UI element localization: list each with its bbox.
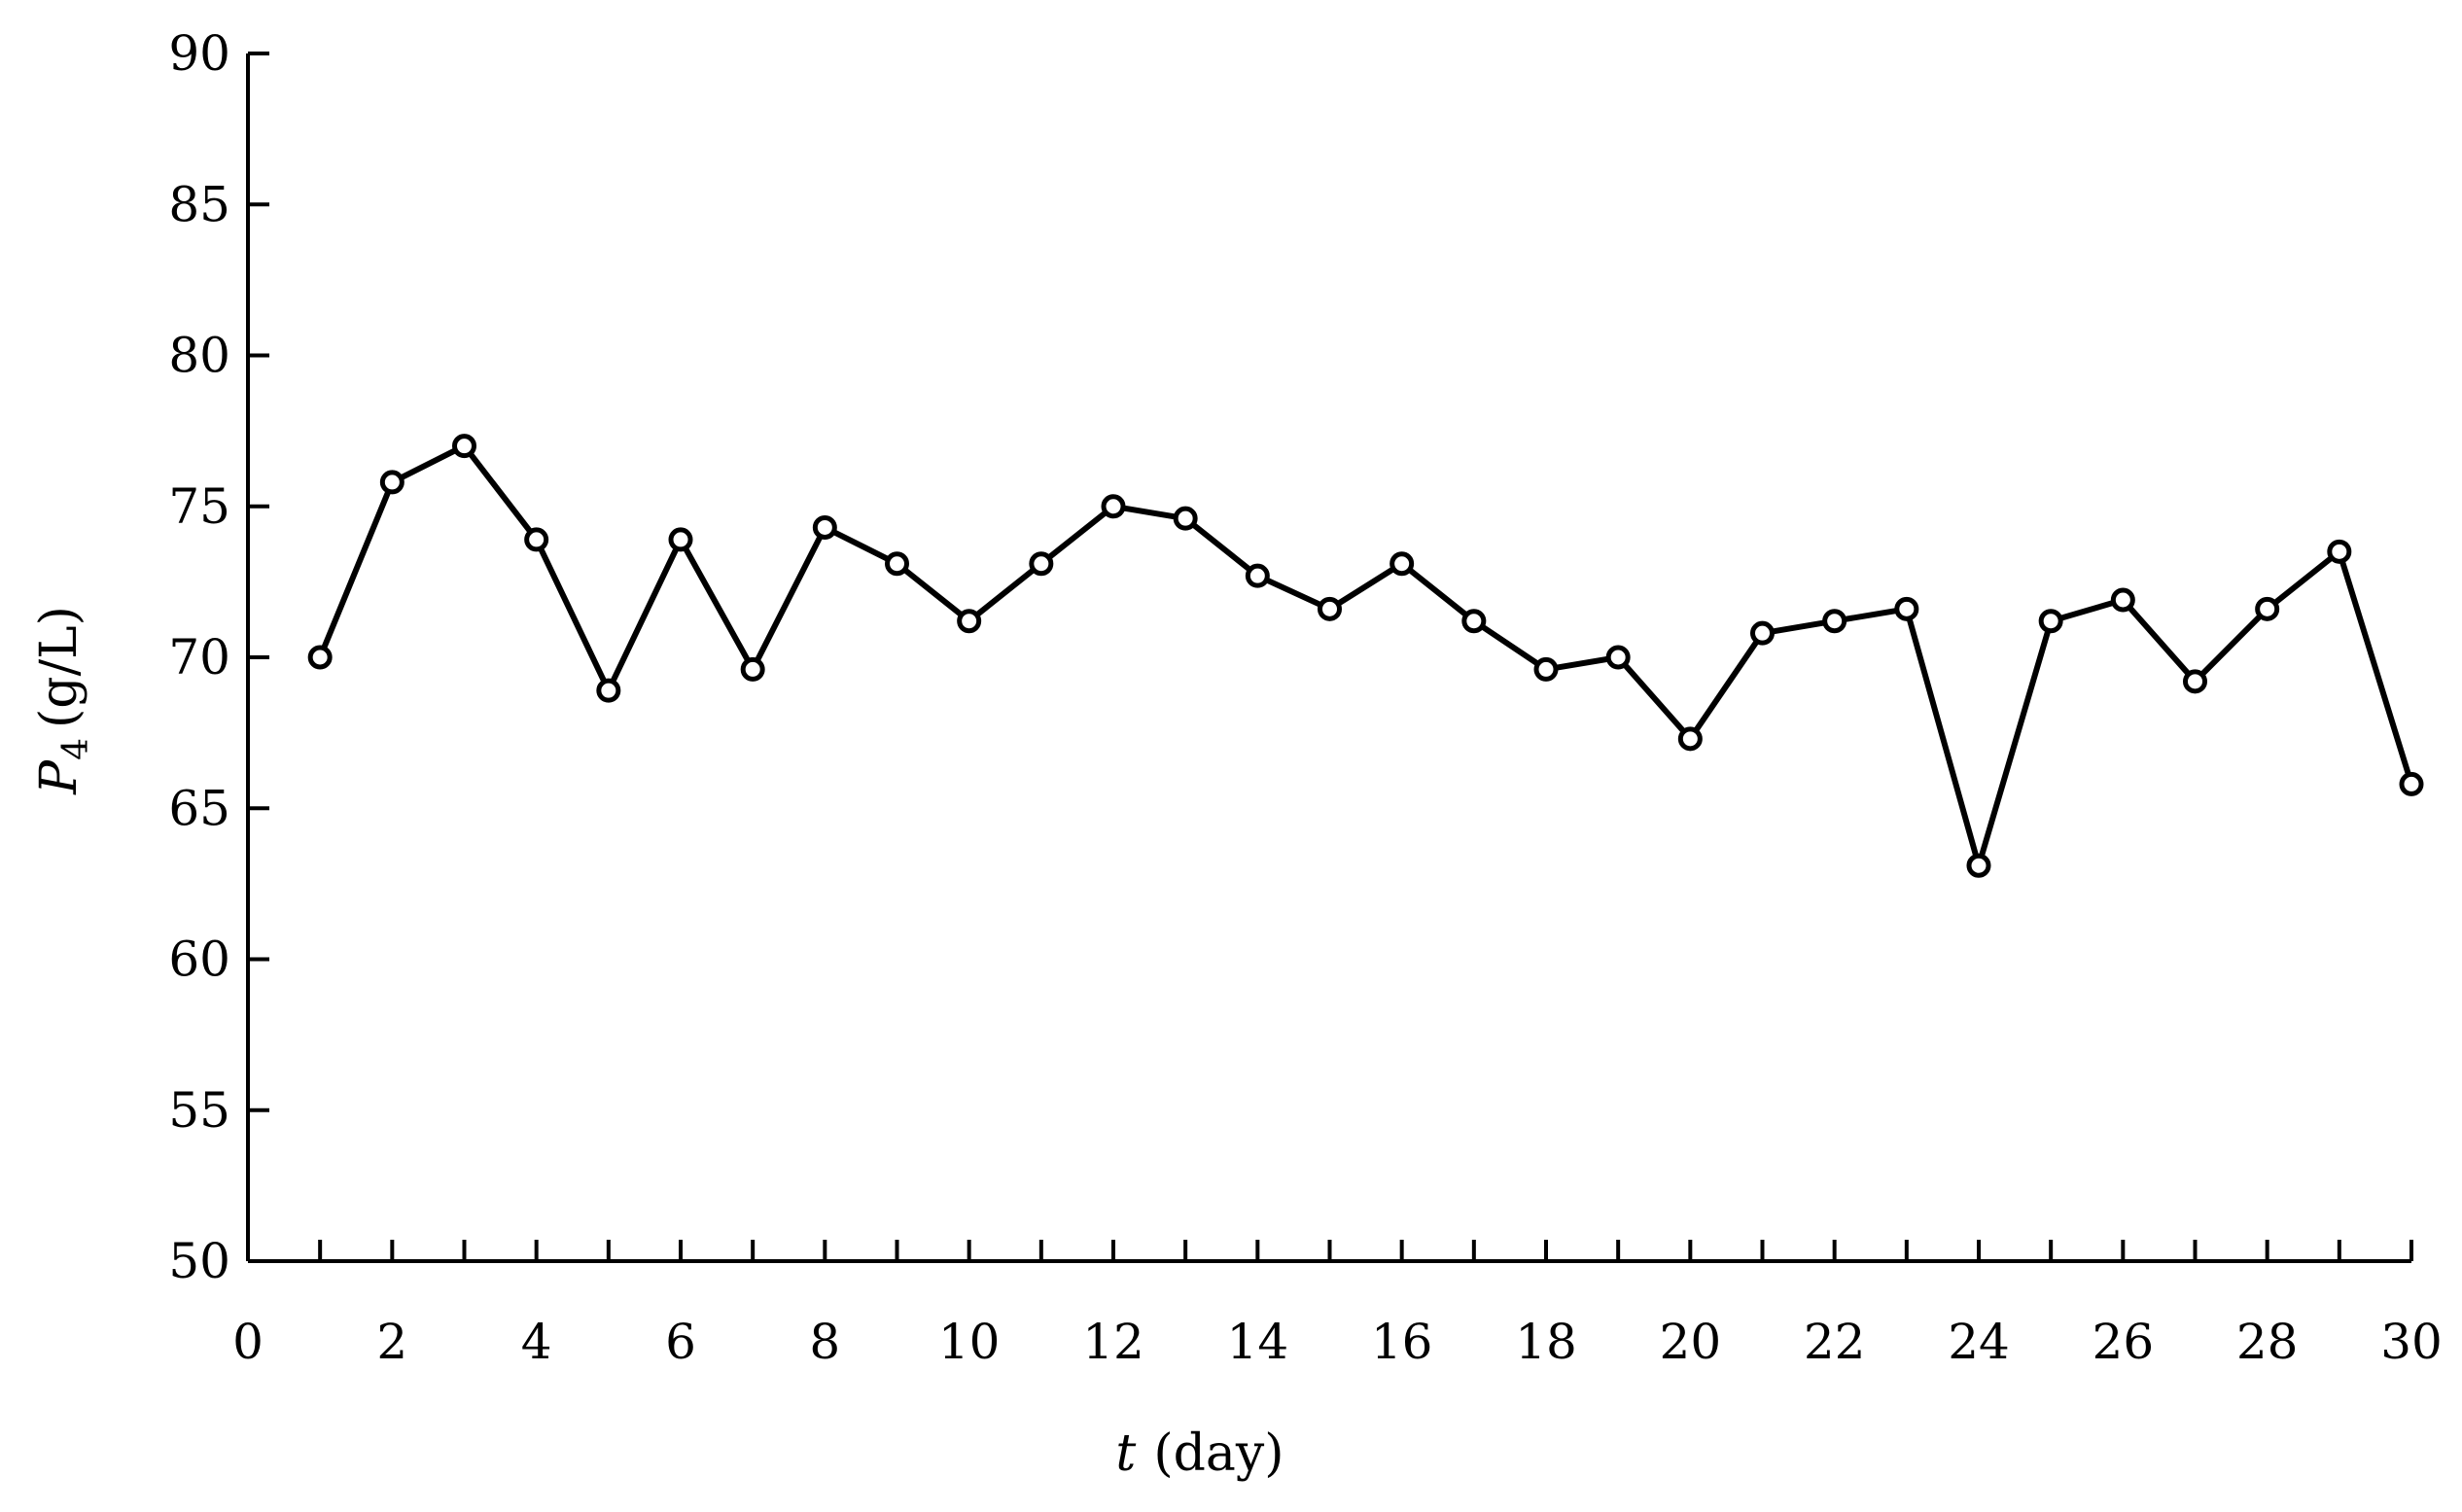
data-point xyxy=(1894,596,1919,621)
x-tick-label: 14 xyxy=(1227,1314,1289,1370)
x-axis-title: t (day) xyxy=(1115,1424,1284,1483)
y-tick-label: 60 xyxy=(168,932,230,988)
data-point xyxy=(1750,620,1775,646)
y-tick-label: 55 xyxy=(168,1082,230,1139)
data-point xyxy=(1029,551,1054,577)
y-tick-label: 85 xyxy=(168,176,230,232)
data-point xyxy=(524,527,549,552)
data-point xyxy=(740,656,765,682)
data-point xyxy=(379,470,404,495)
y-tick-label: 70 xyxy=(168,629,230,686)
series-layer xyxy=(317,442,2414,869)
x-tick-label: 4 xyxy=(521,1314,552,1370)
data-point xyxy=(1605,645,1631,670)
y-axis-title: P4 (g/L) xyxy=(30,606,96,795)
y-tick-label: 90 xyxy=(168,25,230,82)
data-point xyxy=(885,551,909,577)
data-point xyxy=(668,527,693,552)
data-point xyxy=(2255,596,2280,621)
x-tick-label: 20 xyxy=(1660,1314,1722,1370)
series-line xyxy=(317,442,2414,869)
x-tick-label: 8 xyxy=(809,1314,840,1370)
y-tick-label: 50 xyxy=(168,1233,230,1289)
data-point xyxy=(1245,563,1270,588)
data-point xyxy=(1461,609,1487,634)
data-point xyxy=(1677,726,1703,752)
y-tick-label: 65 xyxy=(168,780,230,836)
x-tick-label: 18 xyxy=(1515,1314,1577,1370)
y-tick-label: 80 xyxy=(168,328,230,384)
y-tick-label: 75 xyxy=(168,478,230,535)
data-point xyxy=(2327,539,2352,564)
data-point xyxy=(1318,596,1342,621)
data-point xyxy=(1533,656,1559,682)
data-point xyxy=(2038,609,2063,634)
data-point xyxy=(1389,551,1415,577)
y-axis-unit: (g/L) xyxy=(30,606,88,728)
x-tick-label: 2 xyxy=(376,1314,407,1370)
data-point xyxy=(307,645,333,670)
x-tick-label: 30 xyxy=(2380,1314,2443,1370)
x-axis-unit: (day) xyxy=(1153,1424,1284,1483)
data-point xyxy=(1173,506,1198,531)
data-point xyxy=(2183,669,2207,694)
data-point xyxy=(2110,587,2135,613)
data-point xyxy=(596,678,621,703)
x-tick-label: 26 xyxy=(2093,1314,2155,1370)
x-tick-label: 6 xyxy=(665,1314,696,1370)
y-axis-subscript: 4 xyxy=(56,738,96,760)
x-tick-label: 22 xyxy=(1804,1314,1866,1370)
x-tick-label: 16 xyxy=(1371,1314,1433,1370)
x-tick-label: 0 xyxy=(232,1314,264,1370)
points-layer xyxy=(307,434,2424,878)
data-point xyxy=(1101,494,1126,519)
x-tick-label: 28 xyxy=(2236,1314,2299,1370)
data-point xyxy=(812,514,837,540)
data-point xyxy=(1966,853,1991,878)
data-point xyxy=(1822,609,1847,634)
data-point xyxy=(452,434,476,459)
data-point xyxy=(957,609,982,634)
y-axis-variable: P xyxy=(30,759,88,795)
x-tick-label: 10 xyxy=(938,1314,1001,1370)
x-tick-label: 24 xyxy=(1948,1314,2010,1370)
data-point xyxy=(2399,771,2424,796)
x-tick-label: 12 xyxy=(1082,1314,1144,1370)
x-axis-variable: t xyxy=(1115,1424,1136,1483)
